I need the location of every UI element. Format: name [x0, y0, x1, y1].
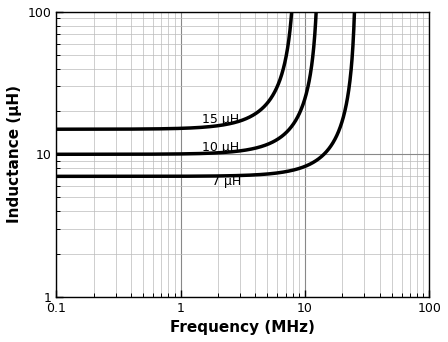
- Text: 10 μH: 10 μH: [202, 141, 240, 154]
- Text: 15 μH: 15 μH: [202, 113, 240, 126]
- Y-axis label: Inductance (μH): Inductance (μH): [7, 85, 22, 223]
- X-axis label: Frequency (MHz): Frequency (MHz): [170, 320, 315, 335]
- Text: 7 μH: 7 μH: [212, 175, 241, 188]
